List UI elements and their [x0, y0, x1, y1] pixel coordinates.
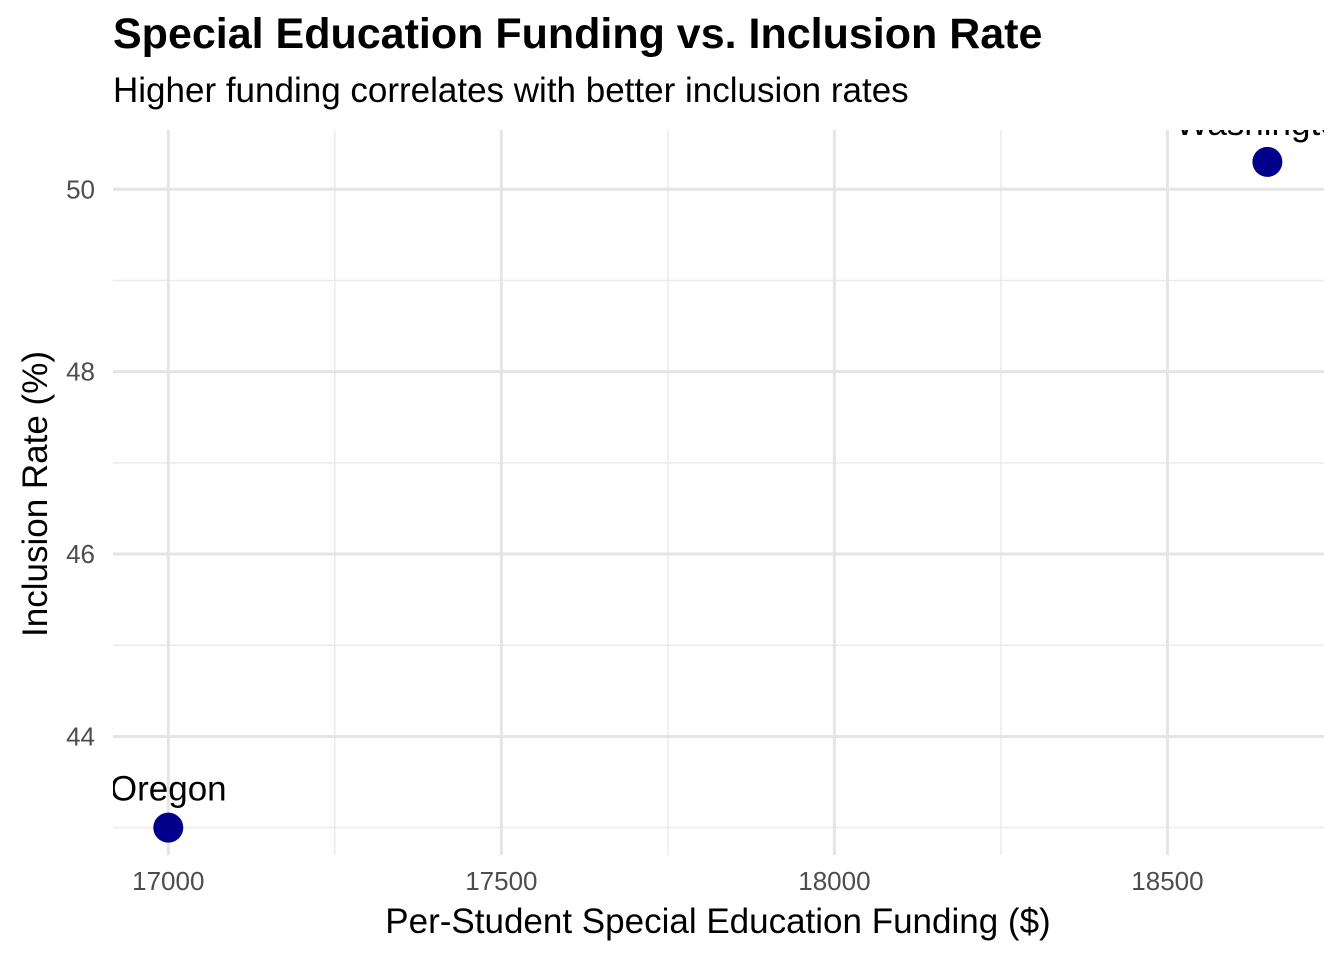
- y-tick-label: 48: [66, 357, 95, 387]
- y-axis-label: Inclusion Rate (%): [16, 351, 55, 637]
- y-tick-labels: 44 46 48 50: [66, 174, 95, 751]
- data-point: [153, 812, 184, 843]
- y-tick-label: 46: [66, 539, 95, 569]
- grid-minor: [113, 130, 1324, 855]
- x-tick-labels: 17000 17500 18000 18500: [132, 866, 1203, 896]
- point-label: Washington: [1176, 104, 1344, 143]
- data-point: [1252, 146, 1283, 177]
- point-label: Oregon: [110, 770, 227, 809]
- x-tick-label: 18000: [798, 866, 870, 896]
- point-labels: Oregon Washington: [110, 104, 1344, 809]
- chart-subtitle: Higher funding correlates with better in…: [113, 71, 909, 110]
- x-tick-label: 17500: [465, 866, 537, 896]
- y-tick-label: 50: [66, 174, 95, 204]
- x-axis-label: Per-Student Special Education Funding ($…: [385, 902, 1050, 941]
- x-tick-label: 17000: [132, 866, 204, 896]
- chart-title: Special Education Funding vs. Inclusion …: [113, 10, 1043, 58]
- data-points: [153, 146, 1283, 843]
- grid-major: [113, 130, 1324, 855]
- x-tick-label: 18500: [1131, 866, 1203, 896]
- y-tick-label: 44: [66, 721, 95, 751]
